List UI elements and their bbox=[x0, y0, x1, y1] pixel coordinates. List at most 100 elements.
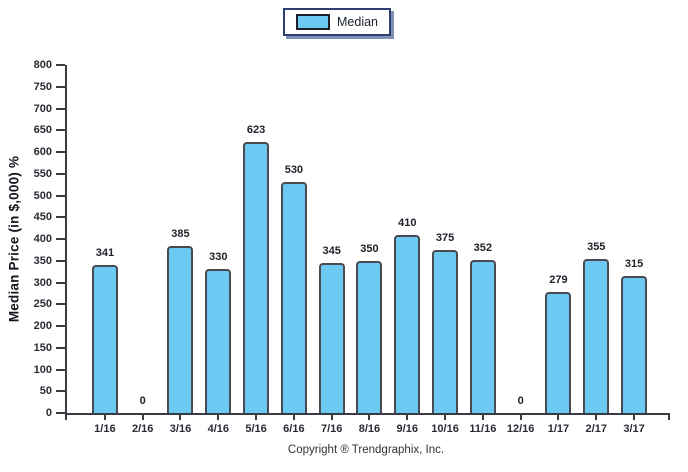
bar-value-label: 315 bbox=[624, 257, 644, 270]
x-axis-tick-label: 5/16 bbox=[245, 423, 267, 435]
x-axis-tick bbox=[557, 415, 560, 420]
x-axis-tick bbox=[255, 415, 258, 420]
bar-value-label: 530 bbox=[284, 164, 304, 177]
y-axis-tick bbox=[56, 64, 65, 66]
x-axis-tick-label: 12/16 bbox=[506, 423, 535, 435]
y-axis-tick bbox=[56, 107, 65, 110]
bar bbox=[545, 291, 572, 413]
bar bbox=[280, 182, 307, 413]
bar bbox=[583, 258, 610, 413]
legend-label: Median bbox=[337, 14, 378, 29]
bar-slot: 623 5/16 bbox=[237, 65, 275, 435]
y-axis-tick-label: 700 bbox=[33, 102, 52, 115]
bar-value-label: 341 bbox=[95, 246, 115, 259]
x-axis-tick-label: 8/16 bbox=[358, 423, 381, 435]
x-axis-tick bbox=[217, 415, 220, 420]
x-axis-tick bbox=[444, 415, 447, 420]
x-axis-tick-label: 1/17 bbox=[547, 423, 570, 435]
bar-value-label: 352 bbox=[473, 241, 493, 254]
bars: 341 1/16 0 2/16 385 3/16 330 4/16 623 5/16 530 6/16… bbox=[67, 65, 670, 435]
x-axis-tick bbox=[519, 415, 522, 420]
bar bbox=[432, 249, 459, 413]
y-axis-tick bbox=[56, 390, 65, 393]
y-axis-tick bbox=[56, 151, 65, 153]
y-axis-tick-label: 800 bbox=[33, 59, 52, 71]
y-axis-tick-label: 600 bbox=[33, 146, 52, 158]
y-axis-tick-label: 300 bbox=[33, 276, 52, 289]
y-axis-tick-label: 100 bbox=[33, 363, 52, 376]
y-axis-tick-label: 400 bbox=[33, 233, 52, 245]
bar-value-label: 0 bbox=[139, 395, 146, 407]
x-axis-tick-label: 6/16 bbox=[283, 423, 305, 435]
bar-value-label: 279 bbox=[549, 273, 568, 286]
y-axis-tick bbox=[56, 85, 65, 88]
x-axis-tick bbox=[633, 415, 636, 420]
y-axis-tick bbox=[56, 216, 65, 219]
bar-slot: 350 8/16 bbox=[351, 65, 389, 435]
plot-area: 341 1/16 0 2/16 385 3/16 330 4/16 623 5/16 530 6/16… bbox=[65, 65, 670, 435]
bar-slot: 385 3/16 bbox=[162, 65, 200, 435]
x-axis-tick-label: 1/16 bbox=[94, 423, 116, 435]
y-axis-tick bbox=[56, 346, 65, 349]
x-axis-tick bbox=[481, 415, 484, 420]
bar-slot: 279 1/17 bbox=[540, 65, 578, 435]
y-axis-tick bbox=[56, 281, 65, 284]
bar-value-label: 410 bbox=[398, 216, 417, 229]
y-axis-tick bbox=[56, 368, 65, 371]
y-axis-tick-label: 450 bbox=[33, 211, 52, 224]
legend: Median bbox=[283, 8, 391, 36]
y-axis-tick-label: 150 bbox=[33, 341, 52, 354]
y-axis-tick bbox=[56, 172, 65, 175]
bar-slot: 355 2/17 bbox=[577, 65, 615, 435]
y-axis-tick bbox=[56, 238, 65, 240]
x-axis-tick bbox=[368, 415, 371, 420]
y-axis-tick-label: 0 bbox=[45, 407, 52, 419]
bar bbox=[243, 142, 270, 413]
x-axis-tick bbox=[103, 415, 106, 420]
bar-value-label: 385 bbox=[171, 227, 190, 240]
y-axis-tick bbox=[56, 303, 65, 306]
y-axis-tick bbox=[56, 194, 65, 197]
x-axis-tick bbox=[141, 415, 144, 420]
y-axis-tick-label: 550 bbox=[33, 167, 52, 180]
bar-slot: 330 4/16 bbox=[199, 65, 237, 435]
bar-slot: 530 6/16 bbox=[275, 65, 313, 435]
x-axis-tick-label: 9/16 bbox=[396, 423, 418, 435]
bar-slot: 0 12/16 bbox=[502, 65, 540, 435]
bar-value-label: 0 bbox=[517, 395, 524, 407]
y-axis-tick-label: 50 bbox=[39, 385, 52, 398]
y-axis-tick-label: 750 bbox=[33, 80, 52, 93]
y-axis-tick-label: 650 bbox=[33, 124, 52, 137]
bar-slot: 352 11/16 bbox=[464, 65, 502, 435]
x-axis-tick-label: 3/16 bbox=[169, 423, 192, 435]
x-axis-tick-label: 3/17 bbox=[623, 423, 645, 435]
x-axis-tick-label: 10/16 bbox=[431, 423, 459, 435]
bar-value-label: 375 bbox=[435, 231, 455, 244]
x-axis-tick-label: 2/17 bbox=[585, 423, 607, 435]
bar bbox=[205, 269, 232, 413]
legend-swatch bbox=[296, 14, 330, 30]
x-axis-tick-label: 4/16 bbox=[207, 423, 229, 435]
x-axis-tick bbox=[330, 415, 333, 420]
bar bbox=[91, 264, 118, 413]
y-axis-tick-label: 200 bbox=[33, 320, 52, 332]
bar-slot: 345 7/16 bbox=[313, 65, 351, 435]
y-axis: 800 750 700 650 600 550 500 450 400 350 300 250 200 1… bbox=[0, 59, 65, 419]
y-axis-tick bbox=[56, 259, 65, 262]
copyright-text: Copyright ® Trendgraphix, Inc. bbox=[287, 444, 445, 456]
x-axis-tick bbox=[595, 415, 598, 420]
bar-value-label: 345 bbox=[322, 244, 341, 257]
bar-slot: 0 2/16 bbox=[124, 65, 162, 435]
x-axis-tick-label: 11/16 bbox=[469, 423, 497, 435]
y-axis-tick bbox=[56, 412, 65, 414]
x-axis-tick-label: 2/16 bbox=[131, 423, 154, 435]
bar-slot: 315 3/17 bbox=[615, 65, 653, 435]
x-axis-tick bbox=[406, 415, 409, 420]
y-axis-tick bbox=[56, 129, 65, 132]
y-axis-tick-label: 250 bbox=[33, 298, 52, 311]
bar bbox=[167, 245, 194, 413]
x-axis-tick bbox=[179, 415, 182, 420]
bar bbox=[318, 262, 345, 413]
y-axis-tick-label: 500 bbox=[33, 189, 52, 202]
